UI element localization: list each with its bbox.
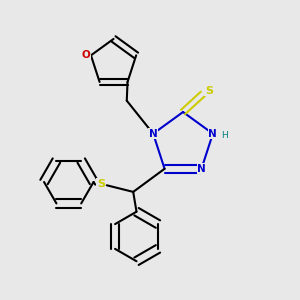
Text: N: N (208, 129, 217, 139)
Text: O: O (82, 50, 90, 60)
Text: S: S (205, 85, 213, 96)
Text: N: N (149, 129, 158, 139)
Text: S: S (97, 178, 105, 189)
Text: N: N (197, 164, 206, 174)
Text: H: H (221, 131, 228, 140)
